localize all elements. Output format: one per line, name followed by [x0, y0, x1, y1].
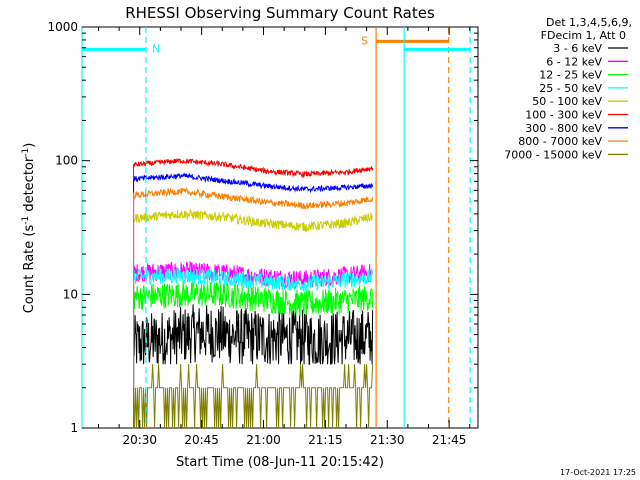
legend-label: 800 - 7000 keV [518, 135, 602, 148]
series-line [133, 304, 374, 365]
legend: Det 1,3,4,5,6,9, FDecim 1, Att 0 3 - 6 k… [504, 16, 632, 161]
series-7000-15000keV [133, 364, 374, 429]
y-axis-label: Count Rate (s-1 detector-1) [21, 143, 37, 314]
interval-night: N [81, 27, 160, 428]
plot-frame [81, 26, 479, 429]
legend-label: 25 - 50 keV [539, 82, 602, 95]
y-tick-label: 1000 [47, 20, 78, 34]
series-layer [133, 158, 374, 429]
interval-layer: NS [81, 27, 471, 428]
axes-layer: 1 10 100 1000 20:30 20:45 21:00 21:15 21:30 21:45 [47, 20, 478, 447]
series-line [133, 186, 374, 210]
legend-label: 300 - 800 keV [525, 122, 602, 135]
series-line [133, 364, 374, 429]
x-tick-label: 21:30 [370, 433, 405, 447]
series-line [133, 280, 374, 316]
x-axis-label: Start Time (08-Jun-11 20:15:42) [176, 455, 384, 470]
x-tick-label: 20:45 [184, 433, 219, 447]
interval-night [403, 27, 471, 428]
legend-label: 12 - 25 keV [539, 69, 602, 82]
series-line [133, 172, 374, 194]
x-tick-label: 20:30 [122, 433, 157, 447]
chart-title: RHESSI Observing Summary Count Rates [125, 4, 435, 22]
y-tick-label: 10 [63, 287, 78, 301]
series-line [133, 158, 374, 179]
legend-label: 6 - 12 keV [546, 55, 602, 68]
interval-label: N [152, 42, 160, 55]
legend-label: 3 - 6 keV [553, 42, 602, 55]
interval-label: S [361, 34, 368, 47]
legend-header-line2: FDecim 1, Att 0 [541, 29, 626, 42]
interval-saa: S [361, 27, 450, 428]
legend-header-line1: Det 1,3,4,5,6,9, [546, 16, 632, 29]
legend-label: 50 - 100 keV [532, 95, 602, 108]
plot-area [81, 26, 479, 429]
series-line [133, 267, 374, 292]
y-tick-label: 100 [55, 154, 78, 168]
x-tick-label: 21:00 [246, 433, 281, 447]
series-line [133, 208, 374, 233]
x-tick-label: 21:15 [308, 433, 343, 447]
y-tick-label: 1 [70, 421, 78, 435]
legend-label: 100 - 300 keV [525, 109, 602, 122]
footer-date: 17-Oct-2021 17:25 [560, 468, 636, 477]
legend-label: 7000 - 15000 keV [504, 148, 602, 161]
x-tick-label: 21:45 [432, 433, 467, 447]
